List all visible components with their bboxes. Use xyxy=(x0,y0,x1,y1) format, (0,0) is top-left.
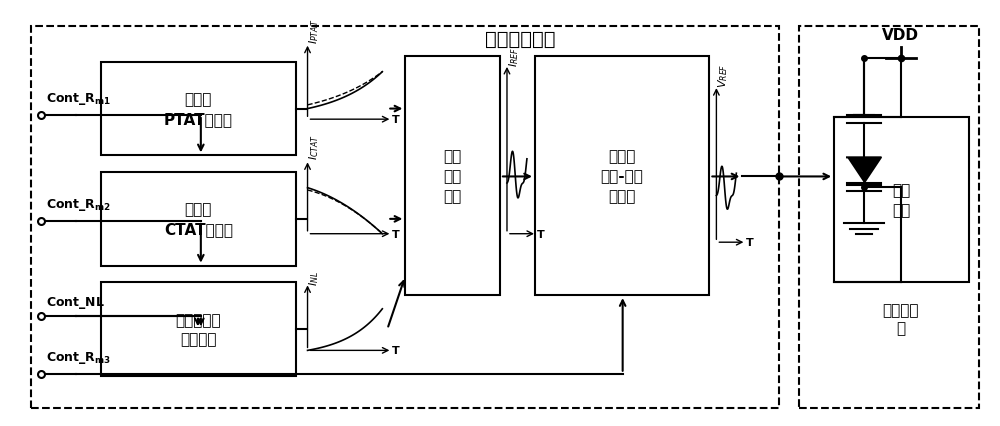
Text: $\mathbf{Cont\_R_{m2}}$: $\mathbf{Cont\_R_{m2}}$ xyxy=(46,196,111,213)
FancyBboxPatch shape xyxy=(834,118,969,283)
Polygon shape xyxy=(847,158,881,183)
Text: $\mathbf{Cont\_NL}$: $\mathbf{Cont\_NL}$ xyxy=(46,294,105,310)
Text: 可调的非线
性电流源: 可调的非线 性电流源 xyxy=(176,312,221,347)
Text: T: T xyxy=(392,345,400,356)
Text: 振荡
电路: 振荡 电路 xyxy=(892,183,911,218)
FancyBboxPatch shape xyxy=(101,283,296,376)
Text: T: T xyxy=(537,229,545,239)
FancyBboxPatch shape xyxy=(101,63,296,156)
Text: 温度补偿电路: 温度补偿电路 xyxy=(485,30,555,49)
FancyBboxPatch shape xyxy=(101,173,296,266)
Text: $I_{NL}$: $I_{NL}$ xyxy=(308,270,321,285)
Text: $I_{REF}$: $I_{REF}$ xyxy=(507,47,521,67)
Text: T: T xyxy=(746,238,754,248)
FancyBboxPatch shape xyxy=(405,56,500,296)
Text: $\mathbf{Cont\_R_{m1}}$: $\mathbf{Cont\_R_{m1}}$ xyxy=(46,91,112,106)
Text: 可调的
PTAT电流源: 可调的 PTAT电流源 xyxy=(164,92,233,127)
Text: $V_{REF}$: $V_{REF}$ xyxy=(716,64,730,88)
Text: $I_{CTAT}$: $I_{CTAT}$ xyxy=(308,134,321,160)
Text: T: T xyxy=(392,229,400,239)
FancyBboxPatch shape xyxy=(535,56,709,296)
Text: T: T xyxy=(392,115,400,125)
FancyBboxPatch shape xyxy=(31,27,779,408)
FancyBboxPatch shape xyxy=(799,27,979,408)
Text: 可调的
CTAT电流源: 可调的 CTAT电流源 xyxy=(164,202,233,237)
Text: 晶体振荡
器: 晶体振荡 器 xyxy=(883,302,919,335)
Text: 可调的
电流-电压
转换器: 可调的 电流-电压 转换器 xyxy=(601,149,644,203)
Text: $I_{PTAT}$: $I_{PTAT}$ xyxy=(308,18,321,44)
Text: 电流
求和
模块: 电流 求和 模块 xyxy=(444,149,462,203)
Text: $\mathbf{Cont\_R_{m3}}$: $\mathbf{Cont\_R_{m3}}$ xyxy=(46,349,111,365)
Text: VDD: VDD xyxy=(882,28,919,43)
